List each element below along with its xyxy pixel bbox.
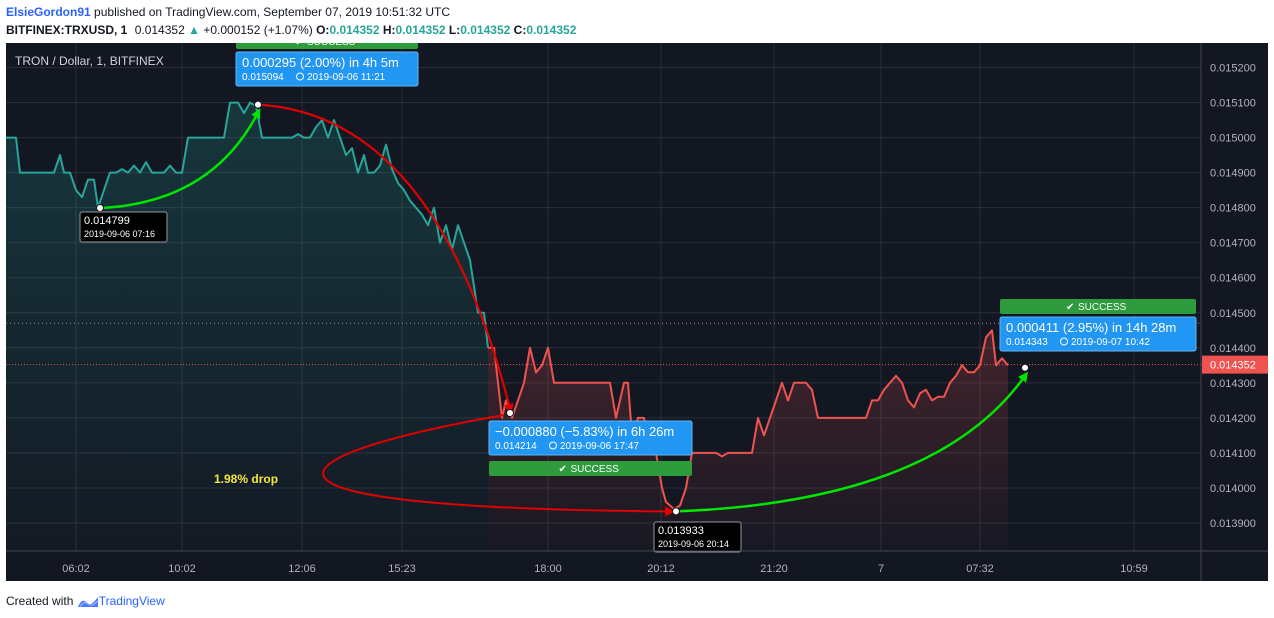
point-marker (1021, 363, 1029, 372)
chart-title: TRON / Dollar, 1, BITFINEX (15, 54, 164, 68)
x-tick-label: 06:02 (62, 563, 90, 575)
y-tick-label: 0.014900 (1210, 168, 1256, 180)
x-tick-label: 7 (878, 563, 884, 575)
marker-bg (653, 521, 742, 553)
y-tick-label: 0.014400 (1210, 343, 1256, 355)
y-tick-label: 0.015200 (1210, 63, 1256, 75)
success-badge (1000, 299, 1196, 314)
current-price-tag (1202, 355, 1268, 374)
y-tick-label: 0.014100 (1210, 448, 1256, 460)
marker-price: 0.013933 (658, 525, 704, 537)
created-with-label: Created with (6, 594, 74, 608)
annotation-bg (235, 51, 419, 87)
check-icon: ✔ (295, 43, 303, 48)
y-tick-label: 0.015100 (1210, 98, 1256, 110)
clock-icon (549, 441, 557, 450)
price-marker-box: 0.013933 2019-09-06 20:14 (653, 521, 742, 553)
annotation-price: 0.014343 (1006, 337, 1048, 348)
y-tick-label: 0.014000 (1210, 483, 1256, 495)
publish-info: published on TradingView.com, September … (94, 5, 451, 19)
x-tick-label: 10:02 (168, 563, 196, 575)
ohlc-low: 0.014352 (460, 23, 511, 37)
footer: Created with TradingView (6, 592, 165, 610)
annotation-title: −0.000880 (−5.83%) in 6h 26m (495, 424, 674, 439)
y-tick-label: 0.014700 (1210, 238, 1256, 250)
y-tick-label: 0.014800 (1210, 203, 1256, 215)
y-tick-label: 0.014200 (1210, 413, 1256, 425)
x-tick-label: 10:59 (1120, 563, 1148, 575)
measure-annotation: ✔ SUCCESS 0.000295 (2.00%) in 4h 5m 0.01509… (235, 34, 419, 87)
price-marker-box: 0.014799 2019-09-06 07:16 (79, 211, 168, 243)
annotation-title: 0.000295 (2.00%) in 4h 5m (242, 55, 399, 70)
x-tick-label: 07:32 (966, 563, 994, 575)
measure-annotation: ✔ SUCCESS 0.000411 (2.95%) in 14h 28m 0.014… (999, 299, 1197, 352)
x-tick-label: 12:06 (288, 563, 316, 575)
last-price: 0.014352 (134, 23, 185, 37)
ohlc-close-label: C: (513, 23, 527, 37)
ohlc-high-label: H: (382, 23, 396, 37)
chart-canvas[interactable]: TRON / Dollar, 1, BITFINEX 0.014799 2019-0… (6, 34, 1268, 581)
drop-label: 1.98% drop (214, 472, 278, 486)
author-link[interactable]: ElsieGordon91 (6, 5, 91, 19)
success-label: SUCCESS (571, 464, 620, 475)
x-tick-label: 18:00 (534, 563, 562, 575)
annotation-price: 0.015094 (242, 72, 284, 83)
ohlc-open: 0.014352 (329, 23, 380, 37)
y-tick-label: 0.014600 (1210, 273, 1256, 285)
symbol-line: BITFINEX:TRXUSD, 1 0.014352 ▲ +0.000152 … (6, 22, 1268, 38)
measure-annotation: ✔ SUCCESS −0.000880 (−5.83%) in 6h 26m 0.01… (488, 420, 693, 476)
marker-time: 2019-09-06 20:14 (658, 539, 729, 549)
publish-line: ElsieGordon91 published on TradingView.c… (6, 2, 1268, 22)
red-arrow-drop (322, 413, 675, 517)
symbol-name: BITFINEX:TRXUSD, 1 (6, 23, 128, 37)
clock-icon (1060, 337, 1068, 346)
y-tick-label: 0.014300 (1210, 378, 1256, 390)
point-marker (96, 204, 104, 213)
series-area (488, 330, 1008, 551)
point-marker (672, 507, 680, 516)
x-tick-label: 20:12 (647, 563, 675, 575)
ohlc-low-label: L: (448, 23, 461, 37)
price-chart[interactable]: TRON / Dollar, 1, BITFINEX 0.014799 2019-0… (6, 34, 1268, 581)
annotation-price: 0.014214 (495, 441, 537, 452)
series-line (488, 329, 1009, 510)
annotation-time: 2019-09-06 11:21 (307, 72, 386, 83)
success-badge (489, 461, 692, 476)
marker-bg (79, 211, 168, 243)
y-tick-label: 0.015000 (1210, 133, 1256, 145)
axes-layer: 0.015200 0.015100 0.015000 0.014900 0.014800… (6, 43, 1268, 581)
marker-time: 2019-09-06 07:16 (84, 229, 155, 239)
annotation-bg (999, 316, 1197, 352)
chart-header: ElsieGordon91 published on TradingView.c… (6, 2, 1268, 38)
marker-price: 0.014799 (84, 215, 130, 227)
success-label: SUCCESS (1078, 302, 1127, 313)
x-tick-label: 21:20 (760, 563, 788, 575)
ohlc-open-label: O: (316, 23, 330, 37)
green-arrow-1 (99, 108, 261, 210)
current-price-label: 0.014352 (1210, 360, 1256, 372)
check-icon: ✔ (559, 464, 567, 475)
annotation-bg (488, 420, 693, 456)
ohlc-close: 0.014352 (526, 23, 577, 37)
y-tick-label: 0.013900 (1210, 518, 1256, 530)
up-arrow-icon: ▲ (188, 23, 200, 37)
annotation-time: 2019-09-07 10:42 (1071, 337, 1150, 348)
x-tick-label: 15:23 (388, 563, 416, 575)
clock-icon (296, 72, 304, 81)
point-marker (506, 408, 514, 417)
tradingview-logo-icon (77, 596, 99, 608)
series-line (6, 101, 489, 348)
tradingview-link[interactable]: TradingView (98, 594, 165, 608)
point-marker (254, 100, 262, 109)
success-label: SUCCESS (307, 43, 356, 48)
green-arrow-2 (675, 371, 1028, 513)
ohlc-high: 0.014352 (395, 23, 446, 37)
y-tick-label: 0.014500 (1210, 308, 1256, 320)
annotation-time: 2019-09-06 17:47 (560, 441, 639, 452)
price-change: +0.000152 (+1.07%) (203, 23, 313, 37)
red-arrow-1 (257, 103, 514, 414)
annotation-title: 0.000411 (2.95%) in 14h 28m (1006, 320, 1176, 335)
check-icon: ✔ (1066, 302, 1074, 313)
